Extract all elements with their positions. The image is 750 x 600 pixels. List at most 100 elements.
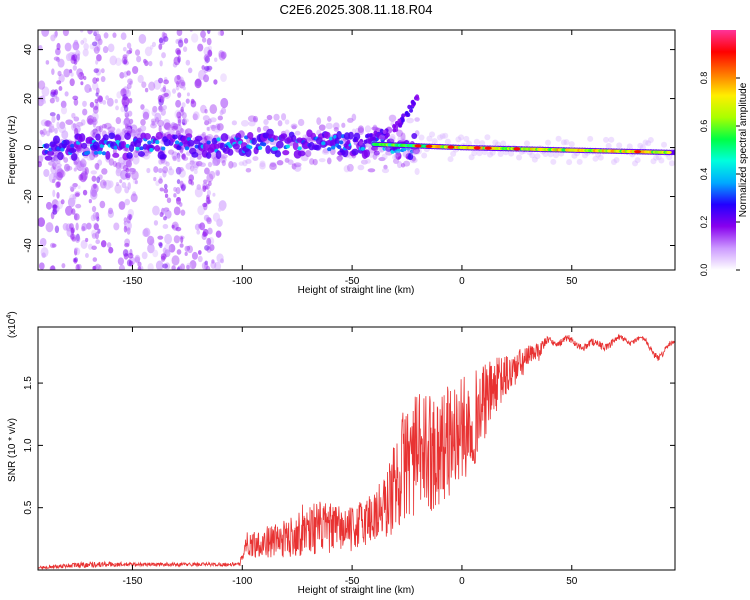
spectrogram-cell [261,142,267,147]
spectrogram-cell [187,139,195,147]
spectrogram-cell [45,222,54,233]
spectrogram-cell [414,144,422,148]
spectrogram-cell [140,119,146,126]
spectrogram-cell [39,129,44,135]
spectrogram-cell [273,135,279,141]
spectrogram-cell [80,39,85,45]
spectrogram-cell [115,105,119,111]
spectrogram-cell [206,134,214,141]
spectrogram-cell [72,41,78,49]
spectrogram-cell [140,104,145,110]
spectrogram-cell [80,157,86,165]
spectrogram-cell [127,252,134,259]
spectrogram-cell [148,60,153,67]
spectrogram-cell [203,54,209,62]
spectrogram-cell [158,105,164,113]
spectrogram-cell [65,119,74,126]
spectrogram-cell [231,120,238,126]
spectrogram-cell [357,164,365,171]
spectrogram-cell [444,138,451,145]
spectrogram-cell [414,167,420,176]
spectrogram-cell [95,263,101,270]
spectrogram-cell [180,209,186,216]
spectrogram-cell [163,216,167,221]
spectrogram-cell [343,165,351,173]
spectrogram-cell [406,117,414,124]
spectrogram-cell [163,183,168,189]
spectrogram-cell [53,31,58,39]
spectrogram-cell [73,98,79,106]
spectrogram-cell [182,118,186,126]
spectrogram-cell [206,140,211,145]
spectrogram-cell [204,120,210,126]
spectrogram-cell [76,53,81,61]
spectrogram-cell [163,122,172,131]
spectrogram-cell [125,167,130,173]
spectrogram-cell [62,139,70,146]
spectrogram-cell [126,126,132,133]
spectrogram-cell [125,49,130,56]
spectrogram-cell [351,113,357,121]
spectrogram-cell [348,131,354,140]
spectrogram-cell [79,172,87,183]
spectrogram-cell [100,240,107,248]
spectrogram-cell [175,130,181,136]
spectrogram-cell [77,160,86,171]
spectrogram-cell [99,143,105,148]
spectrogram-cell [115,57,122,66]
spectrogram-cell [269,161,277,167]
spectrogram-cell [246,131,254,140]
colorbar: 0.0 0.2 0.4 0.6 0.8 Normalized spectral ampl… [699,30,749,276]
spectrogram-cell [82,100,87,107]
spectrogram-cell [281,113,287,121]
spectrogram-cell [209,124,218,129]
spectrogram-cell [160,96,165,104]
spectrogram-cell [41,252,46,259]
spectrogram-cell [181,153,187,161]
spectrogram-cell [343,143,348,148]
spectrogram-cell [403,160,411,167]
spectrogram-cell [321,141,326,146]
spectrogram-cell [38,217,46,228]
spectrogram-cell [123,217,128,223]
spectrogram-cell [147,263,154,270]
spectrogram-cell [132,65,139,75]
spectrogram-cell [215,123,221,131]
spectrogram-cell [130,193,138,203]
spectrogram-cell [52,135,61,145]
spectrogram-cell [276,160,284,166]
snr-frame [37,326,676,571]
spectrogram-cell [105,150,111,160]
spectrogram-cell [219,154,228,159]
spectrogram-cell [93,30,99,36]
spectrogram-cell [115,117,122,125]
spectrogram-cell [566,159,573,166]
spectrogram-cell [497,151,504,158]
spectrogram-cell [159,187,164,192]
spectrogram-cell [206,126,210,131]
spectrogram-cell [115,128,122,137]
spectrogram-cell [613,157,620,164]
spectrogram-cell [75,222,79,231]
spectrogram-cell [178,39,184,48]
spectrogram-cell [265,145,271,154]
snr-x-tick-label: -100 [232,576,252,587]
spectrogram-cell [484,134,491,141]
spectrogram-cell [146,167,151,174]
spectrogram-cell [407,104,412,110]
spectrogram-cell [201,131,206,138]
spectrogram-cell [121,182,127,189]
spectrogram-cell [129,47,133,54]
spectrogram-cell [87,30,93,35]
spectrogram-cell [61,263,66,269]
spectrogram-cell [176,179,181,185]
spectrogram-cell [205,152,212,159]
spectrogram-cell [122,249,129,257]
spectrogram-cell [86,155,95,161]
spectrogram-panel: -150 -100 -50 0 50 -40 -20 0 20 40 Height of str… [7,29,676,296]
spectrogram-cell [49,265,55,270]
spectrogram-cell [103,32,109,39]
spectrogram-x-tick-label: -100 [232,276,252,287]
spectrogram-cell [154,145,161,152]
spectrogram-cell [114,99,118,104]
